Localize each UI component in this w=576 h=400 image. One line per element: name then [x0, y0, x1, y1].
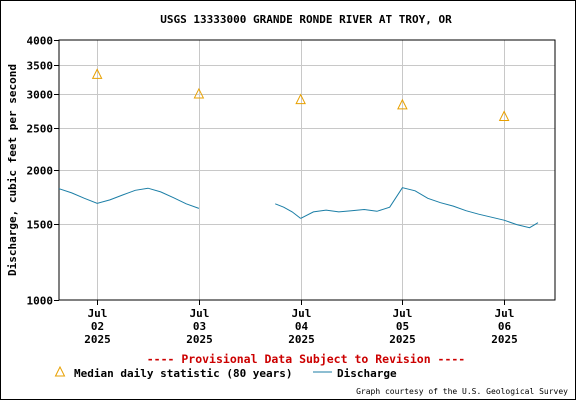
median-marker — [498, 110, 510, 122]
x-tick-label: Jul — [292, 307, 312, 320]
x-tick-label: 2025 — [186, 333, 213, 346]
series — [58, 68, 539, 229]
gridlines — [59, 40, 555, 300]
chart-title: USGS 13333000 GRANDE RONDE RIVER AT TROY… — [160, 13, 452, 26]
median-marker — [91, 68, 103, 79]
x-tick-label: Jul — [190, 307, 210, 320]
x-tick-label: 2025 — [389, 333, 416, 346]
discharge-line-segment — [275, 203, 301, 219]
x-tick-label: 02 — [91, 320, 104, 333]
x-tick-label: 2025 — [491, 333, 518, 346]
x-tick-label: Jul — [495, 307, 515, 320]
x-tick-label: 04 — [295, 320, 309, 333]
x-tick-label: 03 — [193, 320, 206, 333]
y-tick-label: 2000 — [27, 165, 54, 178]
x-tick-label: 06 — [498, 320, 512, 333]
median-marker — [397, 98, 408, 110]
credit-text: Graph courtesy of the U.S. Geological Su… — [356, 387, 568, 396]
legend-median-label: Median daily statistic (80 years) — [74, 367, 293, 380]
discharge-line-segment — [300, 187, 539, 229]
y-axis-label: Discharge, cubic feet per second — [6, 64, 19, 276]
legend-discharge-label: Discharge — [337, 367, 397, 380]
x-tick-label: 05 — [396, 320, 409, 333]
x-axis: Jul022025Jul032025Jul042025Jul052025Jul0… — [84, 300, 518, 346]
x-tick-label: 2025 — [84, 333, 111, 346]
y-tick-label: 2500 — [27, 123, 54, 136]
x-tick-label: Jul — [393, 307, 413, 320]
legend-triangle-marker — [54, 365, 66, 377]
discharge-line-segment — [58, 187, 200, 209]
y-tick-label: 3500 — [27, 60, 54, 73]
y-tick-label: 4000 — [27, 35, 54, 48]
y-tick-label: 1000 — [27, 295, 54, 308]
provisional-note: ---- Provisional Data Subject to Revisio… — [147, 352, 466, 366]
y-tick-label: 3000 — [27, 89, 54, 102]
legend: Median daily statistic (80 years) Discha… — [54, 365, 397, 380]
x-tick-label: 2025 — [288, 333, 315, 346]
y-tick-label: 1500 — [27, 219, 54, 232]
x-tick-label: Jul — [88, 307, 108, 320]
median-marker — [193, 87, 205, 99]
median-marker — [295, 93, 306, 105]
y-axis: 1000 1500 2000 2500 3000 3500 4000 — [27, 35, 59, 308]
